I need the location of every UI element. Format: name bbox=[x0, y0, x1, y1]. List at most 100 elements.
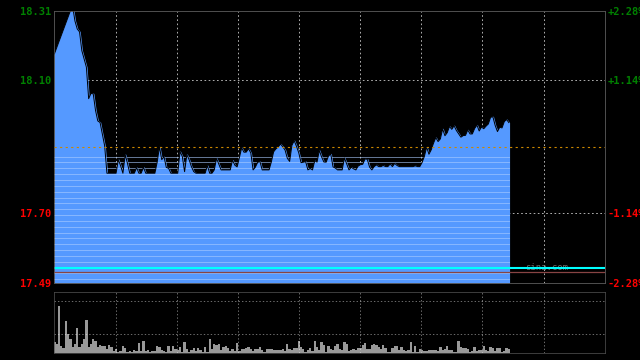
Bar bbox=[394, 346, 396, 353]
Bar bbox=[170, 351, 172, 353]
Bar bbox=[476, 351, 478, 353]
Bar bbox=[282, 348, 284, 353]
Bar bbox=[295, 348, 298, 353]
Bar bbox=[177, 350, 179, 353]
Text: sina.com: sina.com bbox=[525, 264, 568, 273]
Bar bbox=[499, 348, 501, 353]
Bar bbox=[417, 352, 419, 353]
Bar bbox=[391, 348, 394, 353]
Bar bbox=[193, 348, 195, 353]
Bar bbox=[437, 351, 439, 353]
Bar bbox=[414, 346, 417, 353]
Bar bbox=[309, 348, 311, 353]
Bar bbox=[165, 352, 168, 353]
Bar bbox=[138, 343, 140, 353]
Bar bbox=[362, 345, 364, 353]
Bar bbox=[110, 347, 113, 353]
Bar bbox=[188, 352, 190, 353]
Bar bbox=[179, 347, 181, 353]
Bar bbox=[371, 346, 373, 353]
Bar bbox=[99, 345, 101, 353]
Bar bbox=[485, 350, 487, 353]
Bar bbox=[90, 344, 92, 353]
Bar bbox=[200, 350, 202, 353]
Bar bbox=[465, 348, 467, 353]
Bar bbox=[426, 351, 428, 353]
Bar bbox=[149, 352, 152, 353]
Bar bbox=[243, 348, 245, 353]
Bar bbox=[444, 349, 446, 353]
Bar bbox=[346, 345, 348, 353]
Bar bbox=[60, 346, 62, 353]
Bar bbox=[501, 352, 503, 353]
Bar bbox=[458, 341, 460, 353]
Bar bbox=[483, 346, 485, 353]
Bar bbox=[300, 347, 302, 353]
Bar bbox=[252, 351, 254, 353]
Bar bbox=[117, 352, 120, 353]
Bar bbox=[115, 350, 117, 353]
Bar bbox=[92, 339, 94, 353]
Bar bbox=[334, 346, 337, 353]
Bar bbox=[58, 306, 60, 353]
Bar bbox=[366, 349, 369, 353]
Bar bbox=[142, 341, 145, 353]
Bar bbox=[62, 348, 65, 353]
Bar bbox=[439, 347, 442, 353]
Bar bbox=[373, 344, 375, 353]
Bar bbox=[378, 347, 380, 353]
Bar bbox=[241, 349, 243, 353]
Bar bbox=[186, 349, 188, 353]
Bar bbox=[78, 347, 81, 353]
Bar bbox=[471, 351, 474, 353]
Bar bbox=[238, 351, 241, 353]
Bar bbox=[305, 352, 307, 353]
Bar bbox=[264, 352, 266, 353]
Bar bbox=[318, 350, 321, 353]
Bar bbox=[355, 350, 357, 353]
Bar bbox=[245, 347, 248, 353]
Bar bbox=[430, 350, 433, 353]
Bar bbox=[435, 350, 437, 353]
Bar bbox=[131, 351, 133, 353]
Bar bbox=[433, 350, 435, 353]
Bar bbox=[72, 347, 74, 353]
Bar bbox=[225, 346, 227, 353]
Bar bbox=[508, 349, 510, 353]
Bar bbox=[248, 347, 250, 353]
Bar bbox=[311, 351, 314, 353]
Bar bbox=[284, 351, 286, 353]
Bar bbox=[76, 328, 78, 353]
Bar bbox=[478, 350, 481, 353]
Bar bbox=[428, 350, 430, 353]
Bar bbox=[174, 349, 177, 353]
Bar bbox=[204, 347, 206, 353]
Bar bbox=[184, 342, 186, 353]
Bar bbox=[302, 349, 305, 353]
Bar bbox=[293, 347, 295, 353]
Bar bbox=[120, 351, 122, 353]
Bar bbox=[147, 350, 149, 353]
Bar bbox=[462, 348, 465, 353]
Bar bbox=[154, 351, 156, 353]
Bar bbox=[382, 345, 385, 353]
Bar bbox=[421, 350, 423, 353]
Bar bbox=[449, 350, 451, 353]
Bar bbox=[227, 348, 229, 353]
Bar bbox=[460, 347, 462, 353]
Bar bbox=[216, 345, 218, 353]
Bar bbox=[403, 350, 405, 353]
Bar bbox=[494, 351, 496, 353]
Bar bbox=[339, 349, 341, 353]
Bar bbox=[442, 350, 444, 353]
Bar bbox=[277, 350, 279, 353]
Bar bbox=[254, 349, 257, 353]
Bar bbox=[343, 342, 346, 353]
Bar bbox=[503, 351, 506, 353]
Bar bbox=[83, 339, 85, 353]
Bar bbox=[108, 345, 110, 353]
Bar bbox=[195, 351, 197, 353]
Bar bbox=[396, 346, 398, 353]
Bar bbox=[106, 349, 108, 353]
Bar bbox=[270, 348, 273, 353]
